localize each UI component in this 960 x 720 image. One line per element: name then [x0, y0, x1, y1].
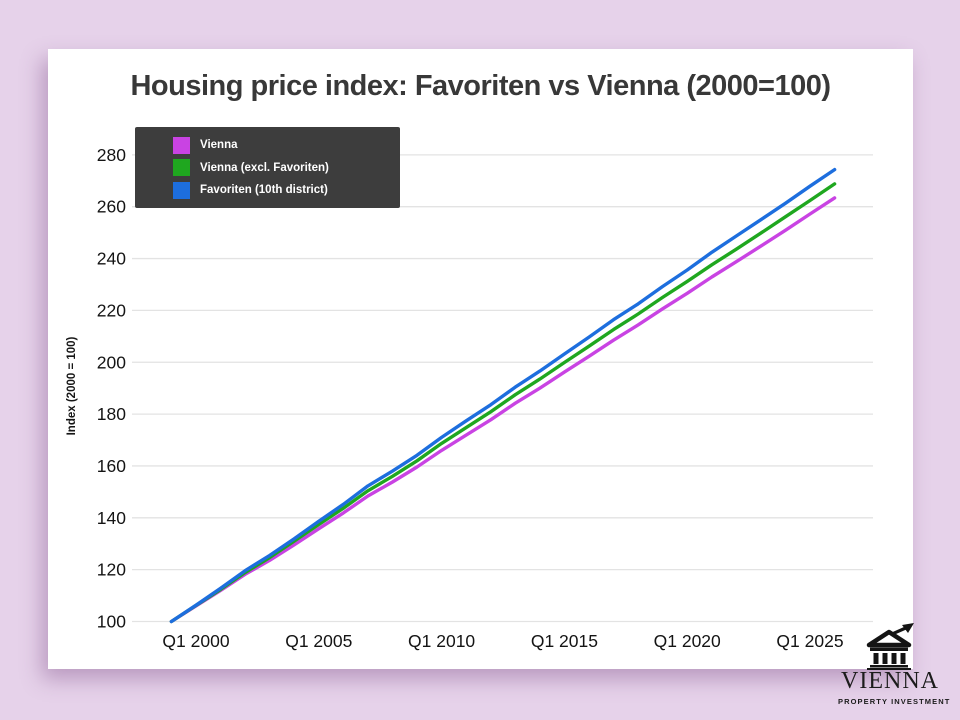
y-tick-label-240: 240	[97, 249, 126, 269]
x-tick-label-2015: Q1 2015	[531, 631, 598, 651]
y-tick-label-200: 200	[97, 352, 126, 372]
x-tick-label-2025: Q1 2025	[776, 631, 843, 651]
legend-swatch-vienna	[173, 136, 190, 154]
y-tick-label-140: 140	[97, 508, 126, 528]
legend-item-vienna-excl-favoriten: Vienna (excl. Favoriten)	[173, 159, 400, 177]
x-tick-label-2020: Q1 2020	[654, 631, 721, 651]
bank-building-icon	[866, 623, 914, 670]
legend-label-vienna-excl-favoriten: Vienna (excl. Favoriten)	[200, 161, 329, 174]
legend-item-vienna: Vienna	[173, 136, 400, 154]
y-tick-label-160: 160	[97, 456, 126, 476]
series-line-vienna	[169, 196, 837, 624]
y-tick-label-220: 220	[97, 300, 126, 320]
y-tick-label-180: 180	[97, 404, 126, 424]
legend-label-vienna: Vienna	[200, 139, 238, 151]
y-tick-label-260: 260	[97, 197, 126, 217]
chart-legend: Vienna Vienna (excl. Favoriten) Favorite…	[135, 127, 400, 208]
brand-name: VIENNA	[841, 668, 939, 694]
y-tick-label-280: 280	[97, 145, 126, 165]
legend-item-favoriten: Favoriten (10th district)	[173, 181, 400, 199]
series-line-favoriten-10th-district	[169, 167, 837, 624]
y-tick-label-100: 100	[97, 612, 126, 632]
x-tick-label-2010: Q1 2010	[408, 631, 475, 651]
legend-swatch-favoriten	[173, 181, 190, 199]
x-tick-label-2005: Q1 2005	[285, 631, 352, 651]
series-line-vienna-excl-favoriten	[169, 182, 837, 624]
x-tick-label-2000: Q1 2000	[162, 631, 229, 651]
brand-tagline: PROPERTY INVESTMENT	[838, 697, 951, 706]
y-tick-label-120: 120	[97, 560, 126, 580]
legend-swatch-vienna-excl-favoriten	[173, 159, 190, 176]
legend-label-favoriten: Favoriten (10th district)	[200, 184, 328, 196]
chart-title: Housing price index: Favoriten vs Vienna…	[130, 70, 831, 102]
